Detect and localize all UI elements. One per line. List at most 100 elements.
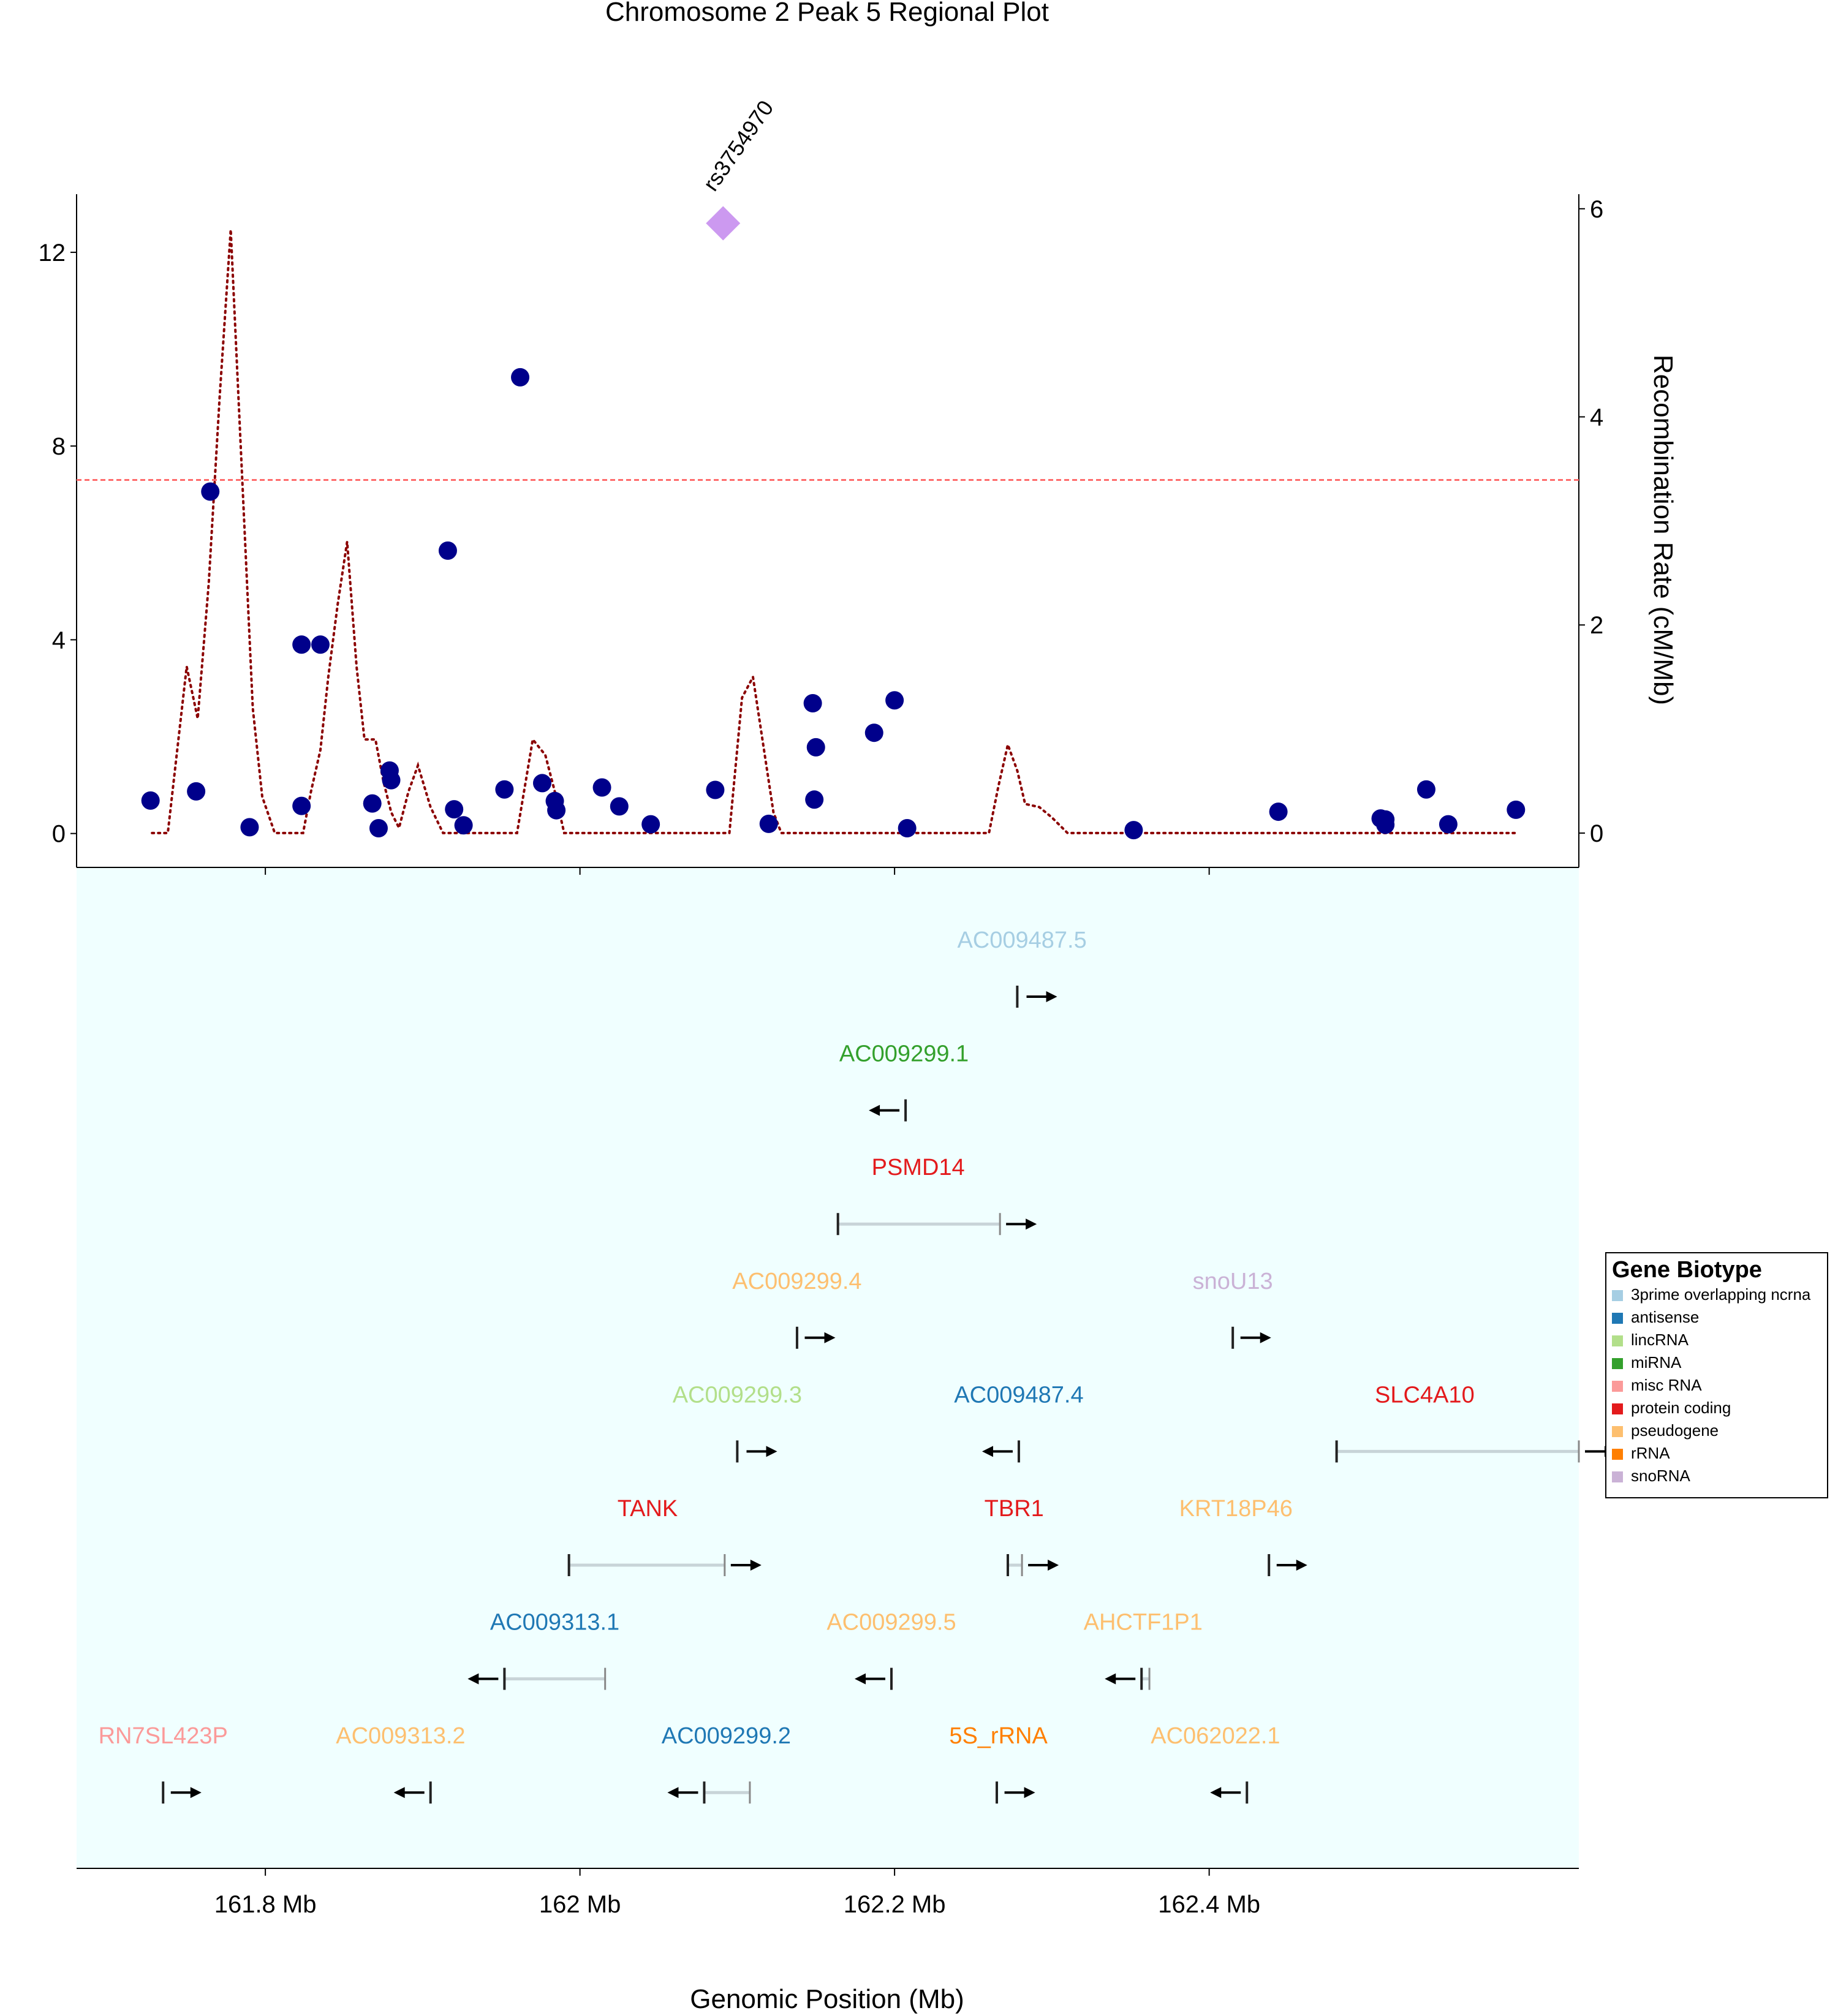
lead-snp-layer: rs3754970 xyxy=(698,96,778,241)
legend-swatch xyxy=(1612,1471,1623,1482)
snp-point xyxy=(1124,821,1143,840)
legend-entry-label: misc RNA xyxy=(1631,1376,1702,1394)
points-layer xyxy=(141,368,1526,840)
strand-arrow-head xyxy=(1260,1332,1271,1343)
gene-label: AC009299.4 xyxy=(732,1269,861,1294)
gene-label: snoU13 xyxy=(1193,1269,1273,1294)
genes-layer: AC009487.5 AC009299.1 PSMD14 AC009299.4 snoU… xyxy=(99,927,1616,1804)
gene-krt18p46: KRT18P46 xyxy=(1179,1496,1307,1576)
y2-tick-label: 0 xyxy=(1590,820,1603,847)
recombination-rate-line xyxy=(151,229,1518,834)
strand-arrow-head xyxy=(766,1446,777,1457)
strand-arrow-head xyxy=(667,1787,679,1799)
legend: Gene Biotype 3prime overlapping ncrna ant… xyxy=(1605,1252,1828,1498)
gene-ac009313-2: AC009313.2 xyxy=(336,1723,466,1804)
y-tick-label: 12 xyxy=(39,240,66,266)
strand-arrow-head xyxy=(1026,1218,1037,1230)
y-tick-label: 4 xyxy=(52,627,66,654)
legend-swatch xyxy=(1612,1313,1623,1324)
legend-entry-label: antisense xyxy=(1631,1308,1699,1326)
snp-point xyxy=(495,780,514,799)
gene-label: AC009299.5 xyxy=(826,1610,956,1636)
manhattan-axes xyxy=(76,194,1579,868)
snp-point xyxy=(141,791,160,810)
snp-point xyxy=(806,738,825,757)
x-tick-label: 161.8 Mb xyxy=(214,1891,317,1918)
gene-ac009313-1: AC009313.1 xyxy=(467,1610,619,1690)
gene-ac062022-1: AC062022.1 xyxy=(1151,1723,1280,1804)
gene-label: SLC4A10 xyxy=(1375,1382,1475,1408)
legend-entry-label: pseudogene xyxy=(1631,1421,1719,1440)
legend-swatch xyxy=(1612,1381,1623,1392)
gene-tank: TANK xyxy=(567,1496,762,1576)
gene-label: KRT18P46 xyxy=(1179,1496,1293,1522)
snp-point xyxy=(805,790,824,809)
snp-point xyxy=(641,815,660,834)
gene-ac009487-4: AC009487.4 xyxy=(954,1382,1084,1463)
strand-arrow-head xyxy=(854,1673,866,1685)
legend-swatch xyxy=(1612,1290,1623,1301)
legend-swatch xyxy=(1612,1358,1623,1369)
gene-psmd14: PSMD14 xyxy=(836,1155,1037,1236)
gene-rn7sl423p: RN7SL423P xyxy=(99,1723,228,1804)
legend-entry-label: miRNA xyxy=(1631,1353,1682,1372)
strand-arrow-head xyxy=(1296,1560,1307,1571)
strand-arrow-head xyxy=(824,1332,836,1343)
strand-arrow-head xyxy=(467,1673,479,1685)
legend-swatch xyxy=(1612,1449,1623,1460)
legend-entry: pseudogene xyxy=(1612,1421,1719,1440)
snp-point xyxy=(369,818,388,837)
gene-slc4a10: SLC4A10 xyxy=(1335,1382,1616,1463)
legend-entry-label: rRNA xyxy=(1631,1444,1670,1462)
legend-entry: antisense xyxy=(1612,1308,1699,1326)
gene-ac009299-3: AC009299.3 xyxy=(673,1382,802,1463)
snp-point xyxy=(592,778,611,797)
recombination-layer xyxy=(151,229,1518,834)
legend-swatch xyxy=(1612,1335,1623,1346)
x-tick-label: 162 Mb xyxy=(539,1891,621,1918)
gene-label: AC009313.1 xyxy=(490,1610,619,1636)
y2-tick-label: 2 xyxy=(1590,612,1603,639)
snp-point xyxy=(445,800,464,819)
snp-point xyxy=(201,482,220,501)
snp-point xyxy=(438,541,457,560)
x-tick-label: 162.4 Mb xyxy=(1158,1891,1260,1918)
snp-point xyxy=(292,635,311,654)
legend-swatch xyxy=(1612,1403,1623,1414)
gene-label: AC009487.4 xyxy=(954,1382,1083,1408)
legend-entry: snoRNA xyxy=(1612,1467,1690,1485)
gene-5s-rrna: 5S_rRNA xyxy=(949,1723,1048,1804)
snp-point xyxy=(292,796,311,815)
y2-axis-label: Recombination Rate (cM/Mb) xyxy=(1648,355,1678,705)
gene-ac009299-4: AC009299.4 xyxy=(732,1269,862,1349)
legend-entry: rRNA xyxy=(1612,1444,1670,1462)
snp-point xyxy=(454,816,473,835)
legend-entry-label: snoRNA xyxy=(1631,1467,1690,1485)
gene-label: TBR1 xyxy=(985,1496,1044,1522)
y2-ticks-layer: 0 2 4 6 xyxy=(1579,196,1603,847)
strand-arrow-head xyxy=(750,1560,762,1571)
gene-label: AC009299.2 xyxy=(662,1723,791,1749)
chart-title: Chromosome 2 Peak 5 Regional Plot xyxy=(605,0,1049,27)
snp-point xyxy=(898,818,917,837)
legend-entry: miRNA xyxy=(1612,1353,1682,1372)
legend-entry: protein coding xyxy=(1612,1399,1731,1417)
gene-label: PSMD14 xyxy=(872,1155,965,1180)
legend-entry-label: lincRNA xyxy=(1631,1331,1689,1349)
x-tick-label: 162.2 Mb xyxy=(844,1891,946,1918)
legend-entry-label: 3prime overlapping ncrna xyxy=(1631,1285,1811,1304)
snp-point xyxy=(1439,815,1458,834)
strand-arrow-head xyxy=(1048,1560,1059,1571)
x-ticks-layer: 161.8 Mb 162 Mb 162.2 Mb 162.4 Mb xyxy=(214,867,1260,1918)
snp-point xyxy=(511,368,530,387)
gene-ahctf1p1: AHCTF1P1 xyxy=(1084,1610,1203,1690)
y2-tick-label: 6 xyxy=(1590,196,1603,223)
strand-arrow-head xyxy=(869,1104,880,1116)
legend-entries: 3prime overlapping ncrna antisense lincRNA… xyxy=(1612,1285,1811,1485)
x-axis-label: Genomic Position (Mb) xyxy=(690,1984,964,2014)
snp-point xyxy=(382,771,401,790)
legend-entry: lincRNA xyxy=(1612,1331,1689,1349)
gene-label: AC009487.5 xyxy=(957,927,1086,953)
legend-title: Gene Biotype xyxy=(1612,1257,1762,1283)
snp-point xyxy=(187,782,206,801)
